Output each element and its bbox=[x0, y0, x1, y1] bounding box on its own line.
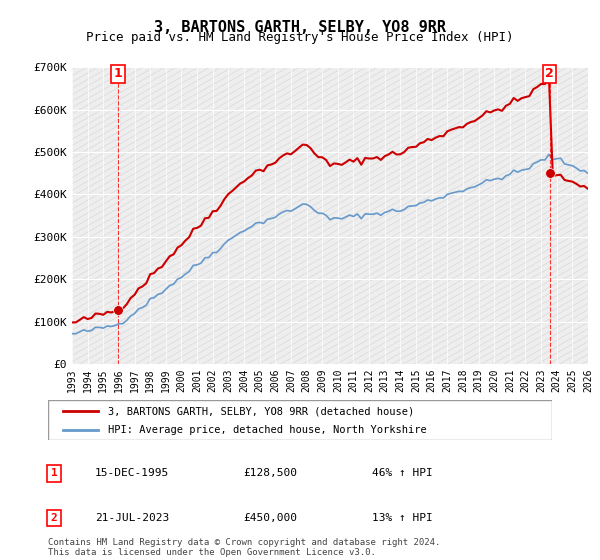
Text: 21-JUL-2023: 21-JUL-2023 bbox=[95, 513, 169, 523]
Text: 3, BARTONS GARTH, SELBY, YO8 9RR (detached house): 3, BARTONS GARTH, SELBY, YO8 9RR (detach… bbox=[109, 407, 415, 417]
Text: £450,000: £450,000 bbox=[243, 513, 297, 523]
Text: 3, BARTONS GARTH, SELBY, YO8 9RR: 3, BARTONS GARTH, SELBY, YO8 9RR bbox=[154, 20, 446, 35]
Text: 46% ↑ HPI: 46% ↑ HPI bbox=[371, 468, 433, 478]
Text: 2: 2 bbox=[50, 513, 58, 523]
Text: Contains HM Land Registry data © Crown copyright and database right 2024.
This d: Contains HM Land Registry data © Crown c… bbox=[48, 538, 440, 557]
Text: 1: 1 bbox=[114, 67, 122, 80]
FancyBboxPatch shape bbox=[48, 400, 552, 440]
Text: 13% ↑ HPI: 13% ↑ HPI bbox=[371, 513, 433, 523]
Text: 1: 1 bbox=[50, 468, 58, 478]
Text: 2: 2 bbox=[545, 67, 554, 80]
Text: HPI: Average price, detached house, North Yorkshire: HPI: Average price, detached house, Nort… bbox=[109, 425, 427, 435]
Text: £128,500: £128,500 bbox=[243, 468, 297, 478]
Text: 15-DEC-1995: 15-DEC-1995 bbox=[95, 468, 169, 478]
Text: Price paid vs. HM Land Registry's House Price Index (HPI): Price paid vs. HM Land Registry's House … bbox=[86, 31, 514, 44]
